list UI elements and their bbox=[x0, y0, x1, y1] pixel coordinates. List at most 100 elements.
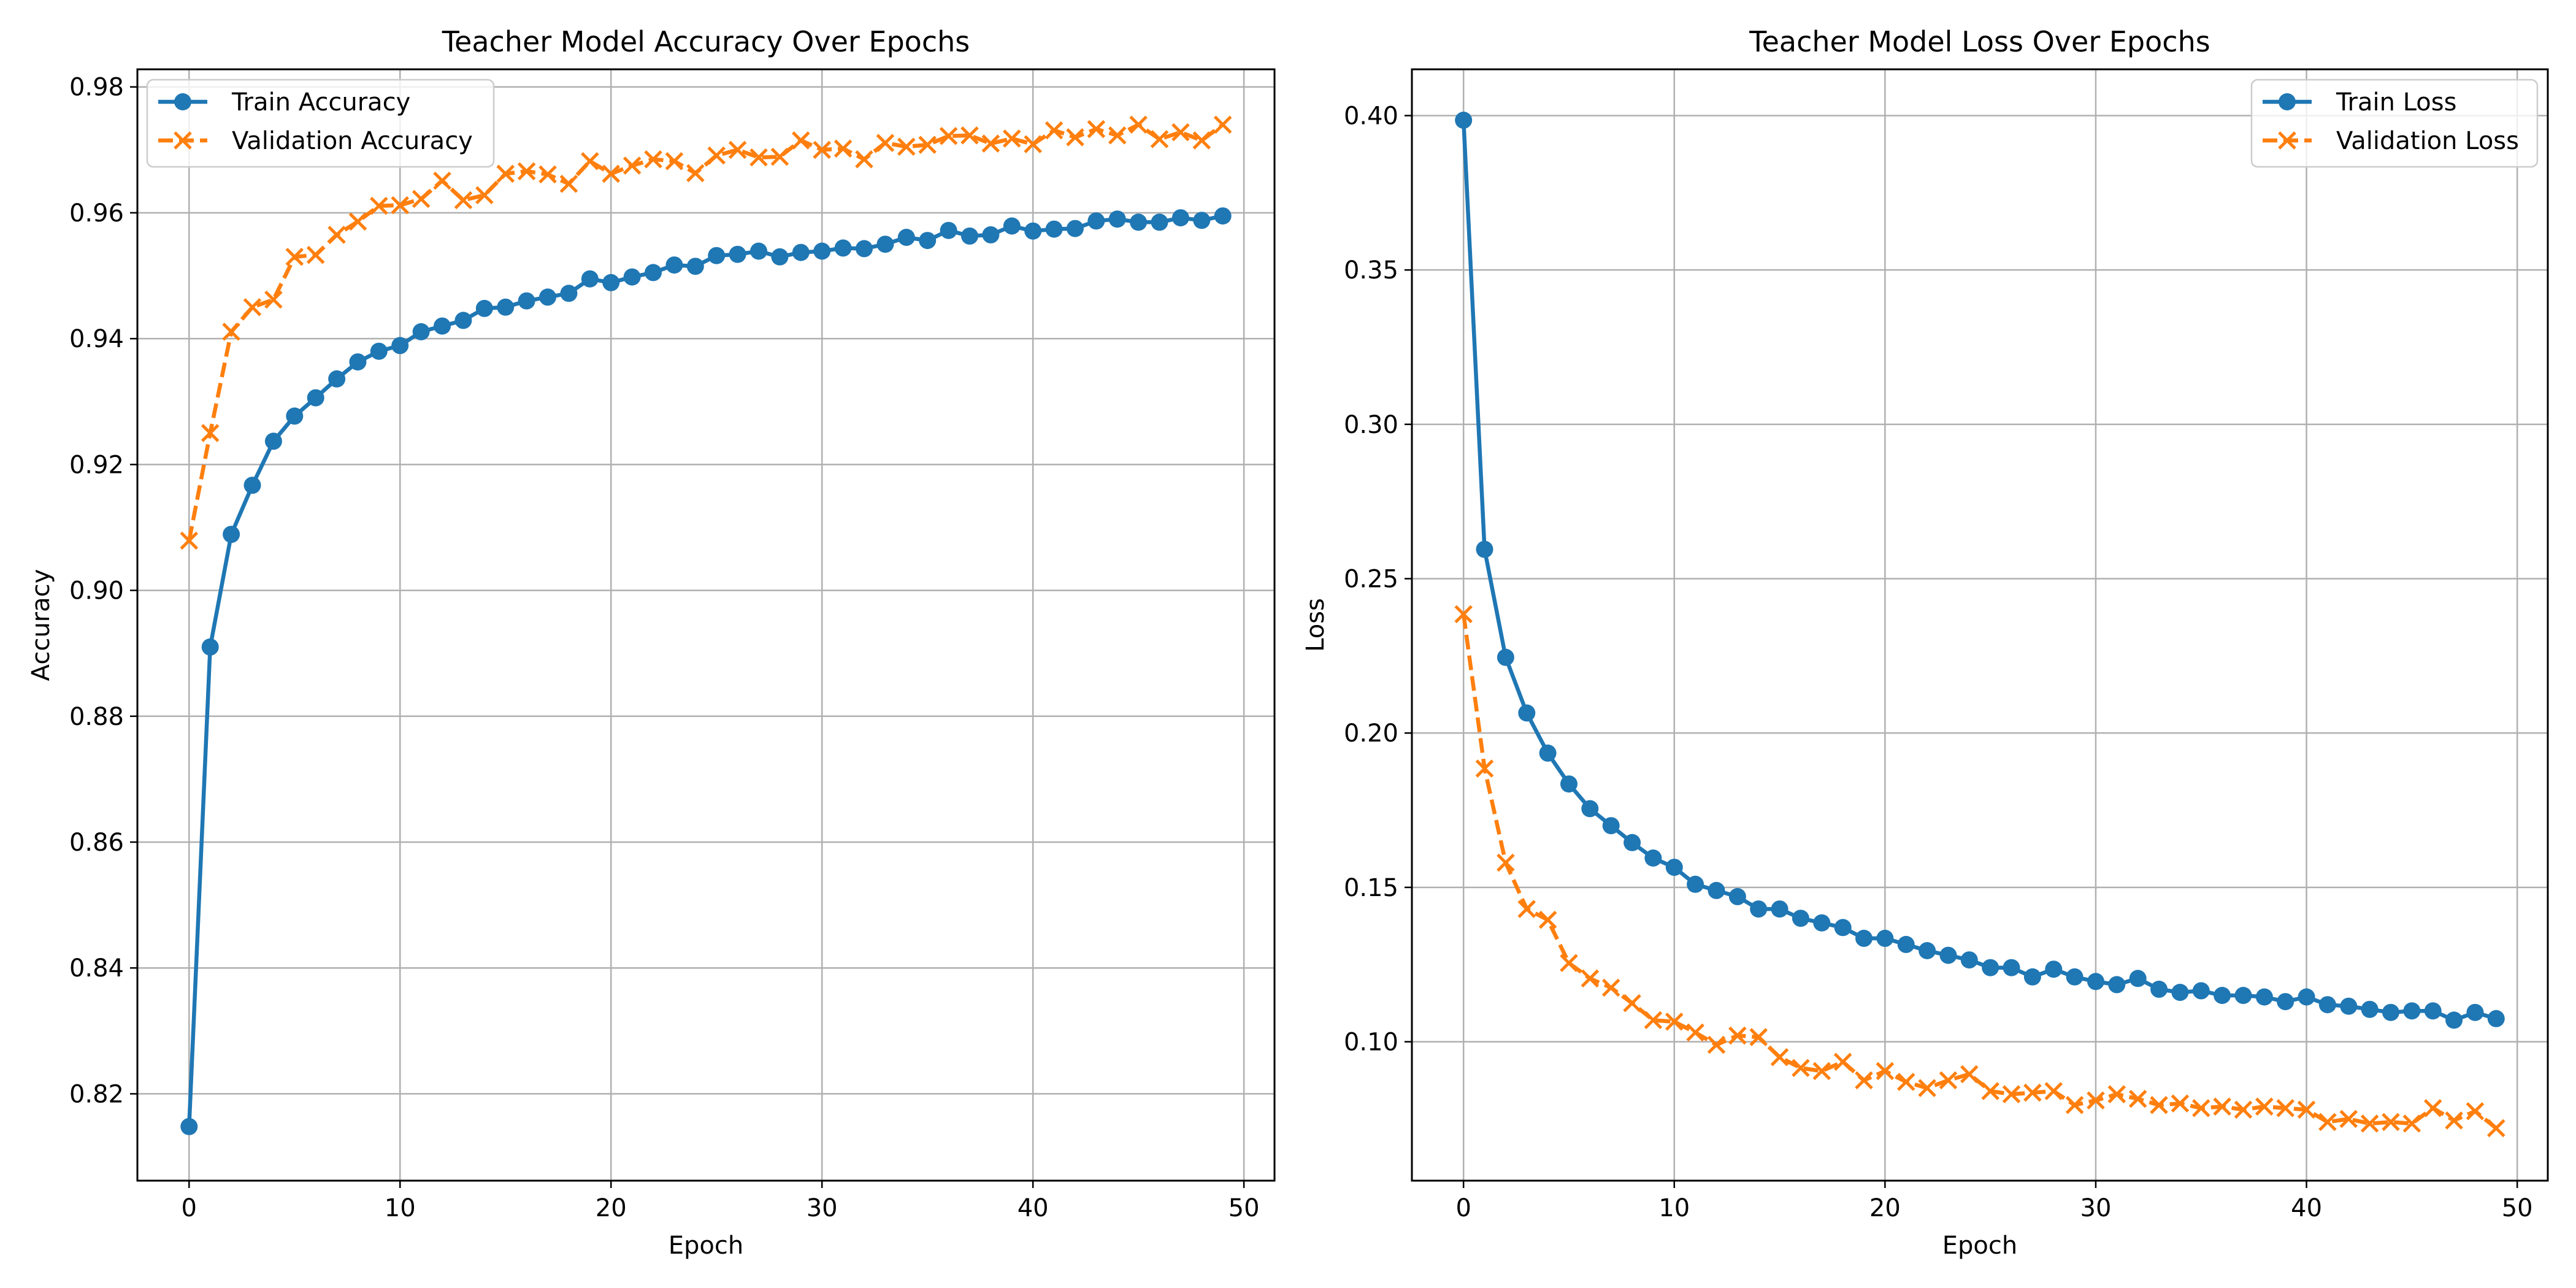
accuracy-y-tick-label: 0.90 bbox=[69, 577, 124, 605]
accuracy-ticks: 0 10 20 30 40 50 0.82 0.84 0.86 0.88 0.90 0.92 0.94 0… bbox=[69, 74, 1260, 1222]
accuracy-validation-point bbox=[517, 162, 536, 180]
accuracy-validation-point bbox=[813, 140, 831, 159]
accuracy-train-point bbox=[1108, 210, 1126, 228]
accuracy-validation-point bbox=[348, 212, 367, 231]
accuracy-validation-point bbox=[328, 226, 346, 244]
loss-legend-train-handle bbox=[2263, 93, 2312, 110]
loss-train-point bbox=[1644, 849, 1662, 867]
accuracy-train-point bbox=[771, 248, 789, 266]
loss-y-tick-label: 0.10 bbox=[1344, 1029, 1398, 1057]
loss-validation-point bbox=[1454, 605, 1473, 624]
loss-validation-point bbox=[2150, 1095, 2168, 1114]
accuracy-train-point bbox=[264, 432, 282, 450]
accuracy-y-tick-label: 0.88 bbox=[69, 703, 124, 731]
accuracy-train-point bbox=[475, 299, 493, 317]
accuracy-series-layer bbox=[180, 115, 1232, 1135]
accuracy-validation-point bbox=[1192, 131, 1211, 150]
loss-x-tick-label: 20 bbox=[1869, 1194, 1901, 1222]
accuracy-train-point bbox=[897, 229, 915, 246]
loss-validation-point bbox=[2002, 1085, 2021, 1103]
accuracy-validation-point bbox=[1213, 115, 1232, 134]
accuracy-y-tick-label: 0.82 bbox=[69, 1080, 124, 1108]
loss-validation-point bbox=[2023, 1083, 2042, 1102]
loss-train-point bbox=[1855, 929, 1873, 947]
loss-legend-validation-label: Validation Loss bbox=[2336, 127, 2519, 155]
accuracy-train-point bbox=[940, 221, 957, 239]
accuracy-legend-train-label: Train Accuracy bbox=[231, 88, 410, 117]
loss-train-point bbox=[1939, 946, 1957, 964]
loss-validation-point bbox=[1665, 1013, 1684, 1031]
loss-chart-title: Teacher Model Loss Over Epochs bbox=[1749, 25, 2210, 58]
loss-y-tick-label: 0.30 bbox=[1344, 411, 1398, 439]
accuracy-legend-validation-handle bbox=[158, 131, 207, 150]
accuracy-y-tick-label: 0.92 bbox=[69, 451, 124, 479]
loss-train-point bbox=[1539, 744, 1557, 762]
accuracy-train-point bbox=[982, 226, 1000, 243]
loss-train-point bbox=[2171, 984, 2189, 1001]
accuracy-validation-point bbox=[770, 147, 789, 166]
accuracy-legend-validation-label: Validation Accuracy bbox=[232, 127, 473, 155]
accuracy-train-point bbox=[349, 353, 367, 371]
accuracy-validation-point bbox=[728, 140, 747, 159]
loss-validation-point bbox=[1560, 954, 1578, 972]
loss-validation-point bbox=[2255, 1097, 2274, 1116]
loss-legend-train-label: Train Loss bbox=[2336, 88, 2456, 117]
loss-validation-point bbox=[1812, 1062, 1831, 1081]
loss-train-point bbox=[1792, 910, 1809, 927]
accuracy-train-point bbox=[708, 247, 726, 264]
accuracy-train-point bbox=[961, 227, 978, 245]
loss-train-point bbox=[1518, 704, 1536, 722]
loss-validation-point bbox=[2445, 1111, 2463, 1130]
loss-train-series bbox=[1455, 112, 2505, 1029]
accuracy-train-point bbox=[539, 288, 556, 306]
accuracy-validation-point bbox=[1150, 130, 1169, 148]
accuracy-train-point bbox=[1066, 220, 1084, 237]
loss-ticks: 0 10 20 30 40 50 0.10 0.15 0.20 0.25 0.30 0.35 0.40 bbox=[1344, 102, 2533, 1223]
accuracy-validation-point bbox=[644, 150, 662, 169]
accuracy-legend: Train Accuracy Validation Accuracy bbox=[146, 79, 495, 168]
loss-validation-point bbox=[2339, 1110, 2358, 1129]
accuracy-train-point bbox=[180, 1117, 198, 1135]
accuracy-train-point bbox=[497, 298, 515, 316]
accuracy-train-point bbox=[602, 274, 620, 291]
loss-validation-point bbox=[2466, 1102, 2485, 1121]
accuracy-validation-point bbox=[1087, 120, 1106, 139]
loss-validation-point bbox=[1707, 1035, 1726, 1054]
loss-x-tick-label: 50 bbox=[2502, 1194, 2533, 1222]
loss-train-point bbox=[2382, 1003, 2399, 1021]
accuracy-train-point bbox=[792, 243, 810, 261]
accuracy-x-tick-label: 0 bbox=[182, 1194, 197, 1222]
loss-train-point bbox=[2424, 1002, 2442, 1020]
loss-validation-point bbox=[2044, 1082, 2063, 1100]
loss-validation-point bbox=[1833, 1052, 1852, 1071]
accuracy-x-tick-label: 10 bbox=[385, 1194, 416, 1222]
loss-validation-point bbox=[1918, 1079, 1936, 1097]
loss-train-point bbox=[2318, 996, 2336, 1014]
loss-validation-point bbox=[2107, 1085, 2126, 1103]
accuracy-train-point bbox=[813, 242, 831, 260]
loss-train-point bbox=[1960, 951, 1978, 969]
accuracy-train-point bbox=[750, 242, 767, 260]
accuracy-chart-panel: Teacher Model Accuracy Over Epochs 0 10 20… bbox=[27, 25, 1276, 1260]
accuracy-train-point bbox=[286, 407, 304, 425]
accuracy-validation-point bbox=[939, 126, 958, 145]
loss-validation-point bbox=[2276, 1098, 2294, 1117]
accuracy-validation-point bbox=[623, 156, 642, 175]
accuracy-train-point bbox=[1193, 212, 1211, 229]
accuracy-train-point bbox=[243, 477, 261, 494]
loss-validation-point bbox=[1876, 1062, 1895, 1081]
accuracy-train-point bbox=[581, 270, 599, 288]
accuracy-validation-point bbox=[370, 196, 388, 215]
accuracy-train-point bbox=[1045, 220, 1063, 238]
accuracy-validation-point bbox=[496, 164, 515, 183]
accuracy-legend-train-handle bbox=[158, 93, 207, 110]
accuracy-train-point bbox=[623, 268, 641, 286]
loss-train-point bbox=[2487, 1010, 2505, 1027]
loss-validation-point bbox=[2192, 1098, 2210, 1117]
accuracy-x-tick-label: 30 bbox=[807, 1194, 838, 1222]
loss-validation-point bbox=[1644, 1011, 1663, 1030]
loss-validation-point bbox=[1749, 1028, 1768, 1046]
loss-legend-validation-handle bbox=[2263, 131, 2312, 150]
accuracy-chart-title: Teacher Model Accuracy Over Epochs bbox=[442, 25, 970, 58]
loss-train-point bbox=[2403, 1002, 2421, 1020]
